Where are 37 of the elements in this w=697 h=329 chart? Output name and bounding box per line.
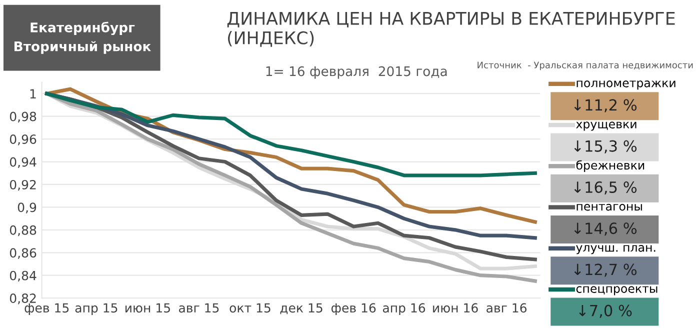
x-tick-label: авг 15 xyxy=(178,303,219,313)
x-tick-label: дек 15 xyxy=(280,303,322,314)
x-tick-label: фев 15 xyxy=(24,303,69,316)
chart-title: ДИНАМИКА ЦЕН НА КВАРТИРЫ В ЕКАТЕРИНБУРГЕ (ИНДЕКС) xyxy=(227,12,675,47)
y-tick-label: 0,94 xyxy=(10,157,36,168)
y-tick-label: 0,9 xyxy=(18,202,36,214)
legend-label: брежневки xyxy=(576,160,644,172)
y-tick-label: 0,88 xyxy=(10,225,36,236)
legend-label: пентагоны xyxy=(576,204,642,211)
text: ↓7,0 % xyxy=(579,304,632,318)
chart-subtitle: Екатеринбург Вторичный рынок xyxy=(14,22,152,54)
y-tick-label: 0,96 xyxy=(10,134,36,146)
text: ↓12,7 % xyxy=(574,264,637,277)
x-tick-label: апр 16 xyxy=(382,303,426,316)
text: ↓11,2 % xyxy=(574,99,637,112)
text: Источник - Уральская палата недвижимости xyxy=(478,62,693,70)
text: ↓16,5 % xyxy=(574,181,637,195)
x-tick-label: фев 16 xyxy=(331,303,376,316)
legend-label: спецпроекты xyxy=(576,286,658,296)
legend-label: хрущевки xyxy=(576,122,636,131)
x-tick-label: апр 15 xyxy=(75,303,118,316)
line-series xyxy=(45,92,537,178)
y-tick-label: 1 xyxy=(30,89,36,98)
x-tick-label: авг 16 xyxy=(486,303,527,313)
legend-label: улучш. план. xyxy=(576,245,656,254)
y-tick-label: 0,98 xyxy=(10,112,36,123)
y-tick-label: 0,82 xyxy=(10,294,36,304)
x-tick-label: июн 16 xyxy=(433,303,478,313)
x-tick-label: июн 15 xyxy=(125,303,170,313)
y-tick-label: 0,92 xyxy=(10,180,36,191)
x-tick-label: окт 15 xyxy=(230,303,270,313)
y-tick-label: 0,86 xyxy=(10,248,36,259)
y-tick-label: 0,84 xyxy=(10,270,36,282)
text: ↓14,6 % xyxy=(574,222,637,236)
text: 1= 16 февраля 2015 года xyxy=(266,66,447,79)
text: ↓15,3 % xyxy=(574,140,637,154)
legend-label: полнометражки xyxy=(576,80,676,90)
